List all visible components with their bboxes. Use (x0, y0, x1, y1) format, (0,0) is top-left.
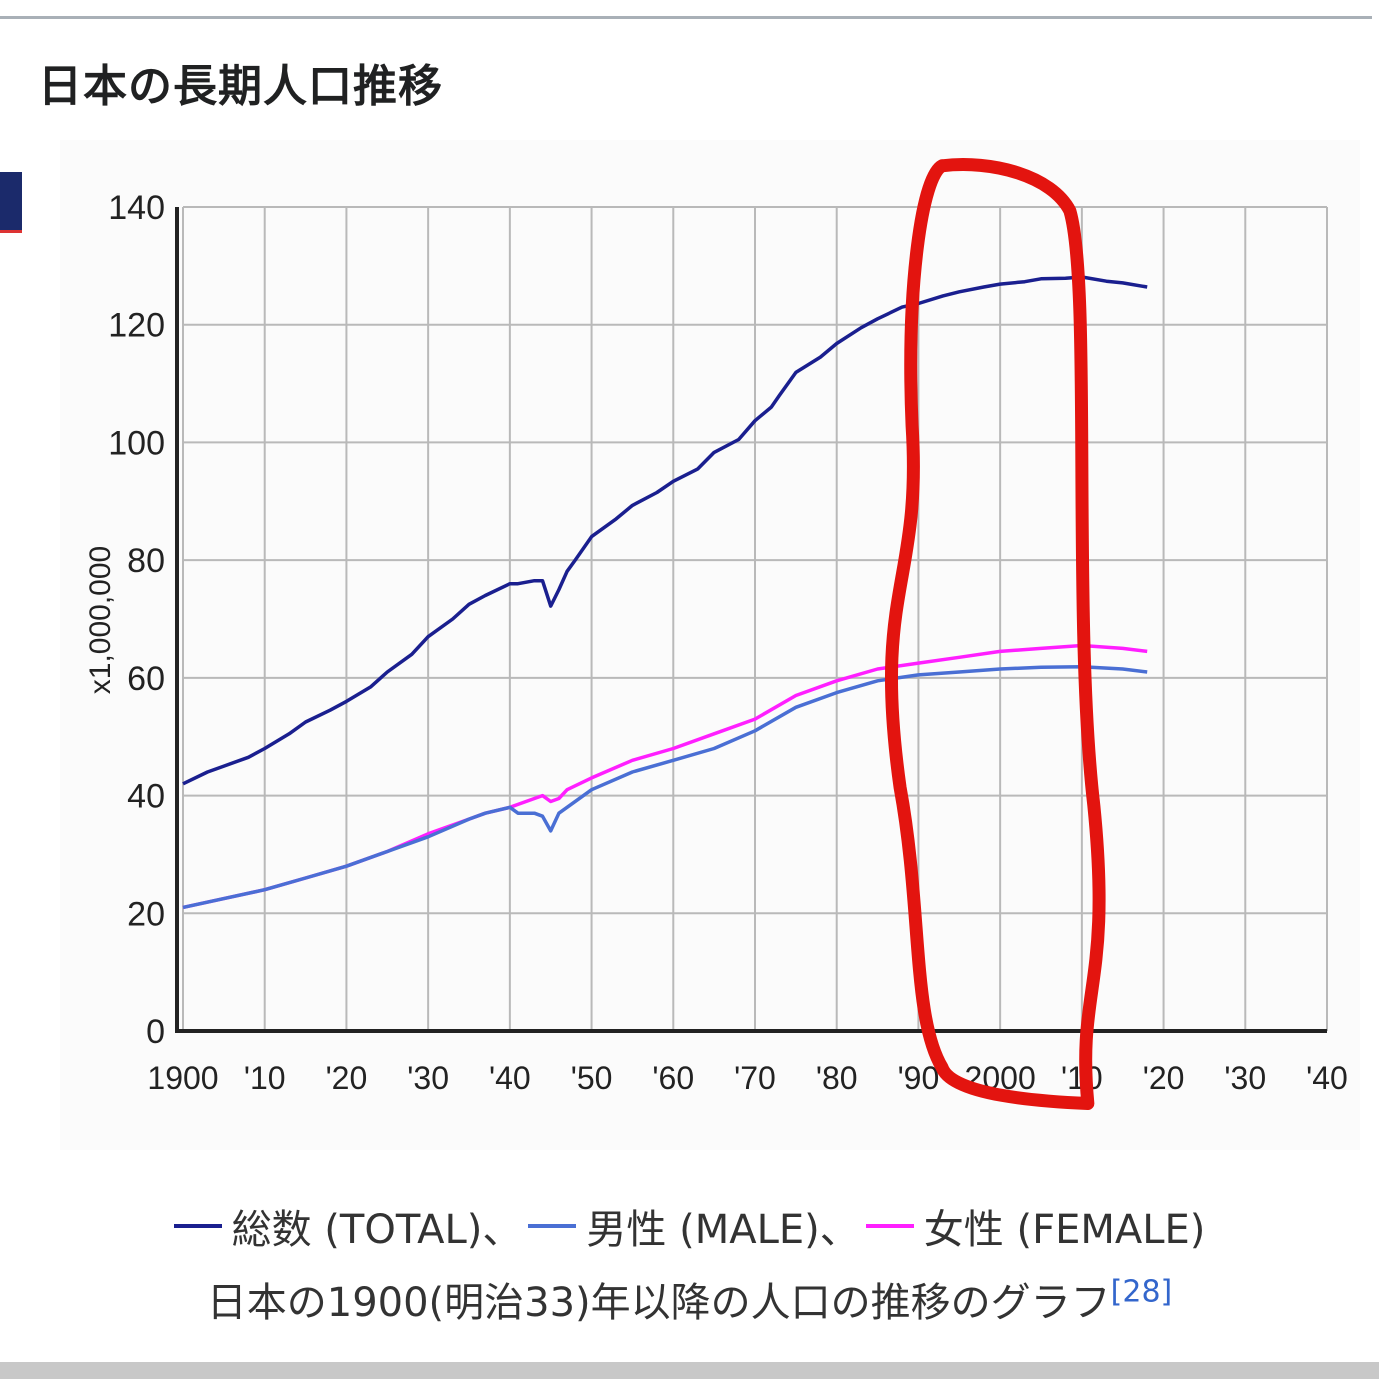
legend-label-female: 女性 (FEMALE) (923, 1207, 1206, 1253)
y-tick-label-6: 120 (108, 307, 165, 345)
y-tick-label-7: 140 (108, 189, 165, 227)
side-badge (0, 172, 22, 233)
axes (175, 207, 1327, 1033)
legend-item-male: 男性 (MALE)、 (528, 1197, 860, 1255)
bottom-bar (0, 1362, 1379, 1379)
x-tick-label-9: '90 (898, 1060, 940, 1096)
caption-text: 日本の1900(明治33)年以降の人口の推移のグラフ (206, 1280, 1111, 1326)
y-tick-label-5: 100 (108, 424, 165, 462)
y-axis-label: x1,000,000 (84, 546, 117, 694)
page-title: 日本の長期人口推移 (38, 61, 443, 112)
legend-item-total: 総数 (TOTAL)、 (173, 1197, 523, 1255)
y-tick-label-4: 80 (127, 542, 165, 580)
x-tick-label-13: '30 (1224, 1060, 1266, 1096)
legend: 総数 (TOTAL)、 男性 (MALE)、 女性 (FEMALE) (0, 1198, 1379, 1254)
legend-label-total: 総数 (TOTAL)、 (231, 1207, 523, 1253)
series-line-female (182, 643, 1148, 910)
y-tick-label-3: 60 (127, 660, 165, 698)
legend-swatch-male (528, 1224, 577, 1228)
x-tick-label-5: '50 (571, 1060, 613, 1096)
x-tick-label-1: '10 (244, 1060, 286, 1096)
x-tick-label-12: '20 (1143, 1060, 1185, 1096)
y-tick-label-1: 20 (127, 895, 165, 933)
legend-label-male: 男性 (MALE)、 (586, 1207, 860, 1253)
figure-caption: 日本の1900(明治33)年以降の人口の推移のグラフ[28] (0, 1270, 1379, 1328)
legend-swatch-female (865, 1224, 914, 1228)
x-tick-label-4: '40 (489, 1060, 531, 1096)
x-tick-label-8: '80 (816, 1060, 858, 1096)
legend-swatch-total (173, 1224, 222, 1228)
red-hand-drawn-outline (884, 158, 1106, 1111)
legend-item-female: 女性 (FEMALE) (865, 1197, 1206, 1255)
y-tick-label-0: 0 (146, 1013, 165, 1051)
series-line-male (182, 664, 1148, 910)
chart-panel (60, 140, 1360, 1150)
annotation-layer (884, 158, 1106, 1111)
x-tick-label-14: '40 (1306, 1060, 1348, 1096)
citation-link[interactable]: [28] (1110, 1274, 1173, 1310)
tick-labels: 1900'10'20'30'40'50'60'70'80'90 2000'10'2… (108, 189, 1348, 1096)
series-lines (182, 275, 1148, 910)
grid (182, 206, 1328, 1031)
x-tick-label-0: 1900 (147, 1060, 218, 1096)
x-tick-label-3: '30 (407, 1060, 449, 1096)
y-tick-label-2: 40 (127, 778, 165, 816)
x-tick-label-7: '70 (734, 1060, 776, 1096)
x-tick-label-6: '60 (652, 1060, 694, 1096)
x-tick-label-2: '20 (326, 1060, 368, 1096)
series-line-total (182, 275, 1148, 786)
top-divider (0, 16, 1372, 19)
